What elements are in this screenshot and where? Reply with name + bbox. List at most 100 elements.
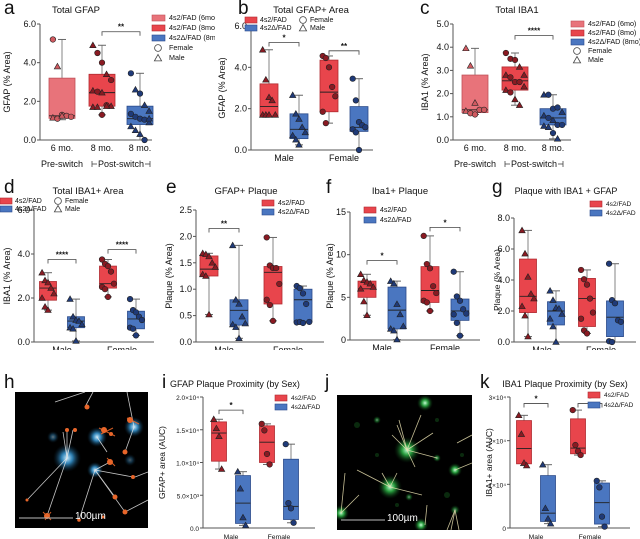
data-point-male: [369, 283, 378, 290]
box-iqr: [387, 286, 407, 330]
data-point-male: [239, 513, 247, 521]
data-point-female: [107, 76, 115, 84]
data-point-female: [426, 307, 434, 315]
data-point-male: [502, 71, 510, 78]
data-point-male: [356, 284, 365, 292]
y-tick-label: 2.0: [497, 306, 510, 316]
legend-swatch-blue: [151, 34, 166, 42]
y-tick-label: 2.0: [179, 231, 192, 241]
x-category-label: 6 mo.: [51, 143, 74, 153]
data-point-female: [586, 295, 594, 302]
data-point-female: [601, 523, 608, 530]
data-point-male: [356, 270, 365, 277]
legend-label: 4s2Δ/FAD: [606, 210, 636, 217]
data-point-male: [38, 294, 46, 301]
panel-label-e: e: [166, 177, 177, 198]
y-tick-label: 4.0: [17, 249, 30, 259]
group-label: Post-switch: [511, 159, 557, 169]
data-point-male: [72, 337, 80, 344]
data-point-female: [276, 280, 283, 288]
data-point-male: [44, 306, 52, 313]
y-tick-label: 5.0×10³: [177, 493, 200, 500]
y-tick-label: 0.5: [179, 311, 192, 321]
data-point-female: [355, 146, 363, 154]
box-red: [501, 49, 529, 108]
data-point-female: [263, 296, 270, 303]
data-point-male: [212, 424, 221, 432]
data-point-male: [44, 278, 52, 286]
x-category-label: Male: [274, 153, 294, 163]
data-point-female: [430, 283, 437, 290]
data-point-female: [299, 290, 307, 297]
data-point-female: [101, 286, 109, 293]
data-point-male: [215, 432, 223, 440]
y-tick-label: 1×10⁴: [489, 482, 507, 489]
data-point-male: [235, 300, 243, 307]
significance-bracket: [47, 259, 77, 264]
chart-gfap-plaque: GFAP+ Plaque 0.0 0.5 1.0 1.5 2.0 2.5 Plaque (% …: [164, 186, 324, 350]
data-point-female: [569, 406, 576, 414]
y-tick-label: 0.0: [497, 337, 510, 347]
data-point-female: [480, 106, 488, 113]
x-category-label: Female: [273, 345, 303, 350]
box-blue: [126, 70, 154, 144]
legend-female-icon: [54, 197, 62, 205]
data-point-female: [460, 306, 467, 313]
data-point-male: [202, 272, 210, 279]
chart-gfap-plaque-proximity: GFAP Plaque Proximity (by Sex) 0.0 5.0×10³…: [157, 379, 320, 539]
box-blue: [605, 260, 625, 346]
box-blue: [539, 460, 556, 527]
data-point-male: [301, 128, 310, 136]
box-iqr: [211, 421, 227, 462]
data-point-male: [228, 241, 237, 249]
data-point-male: [393, 335, 401, 343]
legend-label: 4s2Δ/FAD (8mo): [169, 33, 215, 42]
y-axis-label: Plaque (% Area): [325, 243, 335, 309]
data-point-female: [329, 83, 336, 91]
legend-female-icon: [154, 44, 162, 52]
y-tick-label: 0.0: [179, 337, 192, 347]
legend: 4s2/FAD 4s2Δ/FAD: [363, 206, 412, 224]
y-tick-label: 1.5: [179, 258, 192, 268]
panel-label-c: c: [420, 0, 430, 19]
data-point-male: [527, 290, 535, 297]
data-point-female: [110, 280, 118, 287]
data-point-female: [132, 309, 140, 316]
data-point-male: [390, 279, 398, 287]
data-point-female: [453, 293, 460, 300]
data-point-female: [545, 91, 552, 98]
data-point-male: [236, 484, 245, 492]
y-tick-label: 8.0: [497, 213, 510, 223]
data-point-male: [549, 116, 557, 123]
panel-label-k: k: [480, 372, 490, 393]
significance-bracket: [268, 42, 300, 47]
legend-label: Female: [310, 17, 333, 24]
data-point-female: [420, 232, 427, 239]
box-blue: [282, 441, 299, 526]
data-point-female: [49, 36, 57, 43]
chart-title: Total IBA1+ Area: [52, 186, 124, 197]
data-point-male: [241, 521, 250, 529]
significance-bracket: [366, 260, 398, 265]
box-red: [420, 232, 440, 315]
y-tick-label: 4.0: [436, 42, 449, 52]
legend-label: 4s2/FAD: [278, 200, 305, 207]
legend-label: 4s2/FAD: [15, 198, 42, 205]
significance-bracket: [514, 35, 554, 40]
data-point-male: [89, 103, 97, 110]
box-iqr: [594, 482, 610, 525]
legend-female-icon: [299, 16, 307, 24]
significance-stars: *: [534, 395, 538, 404]
chart-title: Iba1+ Plaque: [372, 186, 428, 197]
legend-label: 4s2Δ/FAD (8mo): [588, 37, 640, 46]
box-blue: [288, 91, 310, 148]
box-red: [198, 249, 220, 318]
data-point-female: [285, 500, 292, 507]
data-point-male: [462, 107, 470, 114]
data-point-male: [517, 430, 526, 437]
data-point-female: [577, 451, 584, 459]
y-tick-label: 0.0: [190, 526, 199, 533]
legend-label: 4s2/FAD (8mo): [169, 23, 215, 32]
y-tick-label: 0.0: [17, 337, 30, 347]
data-point-female: [577, 266, 585, 274]
